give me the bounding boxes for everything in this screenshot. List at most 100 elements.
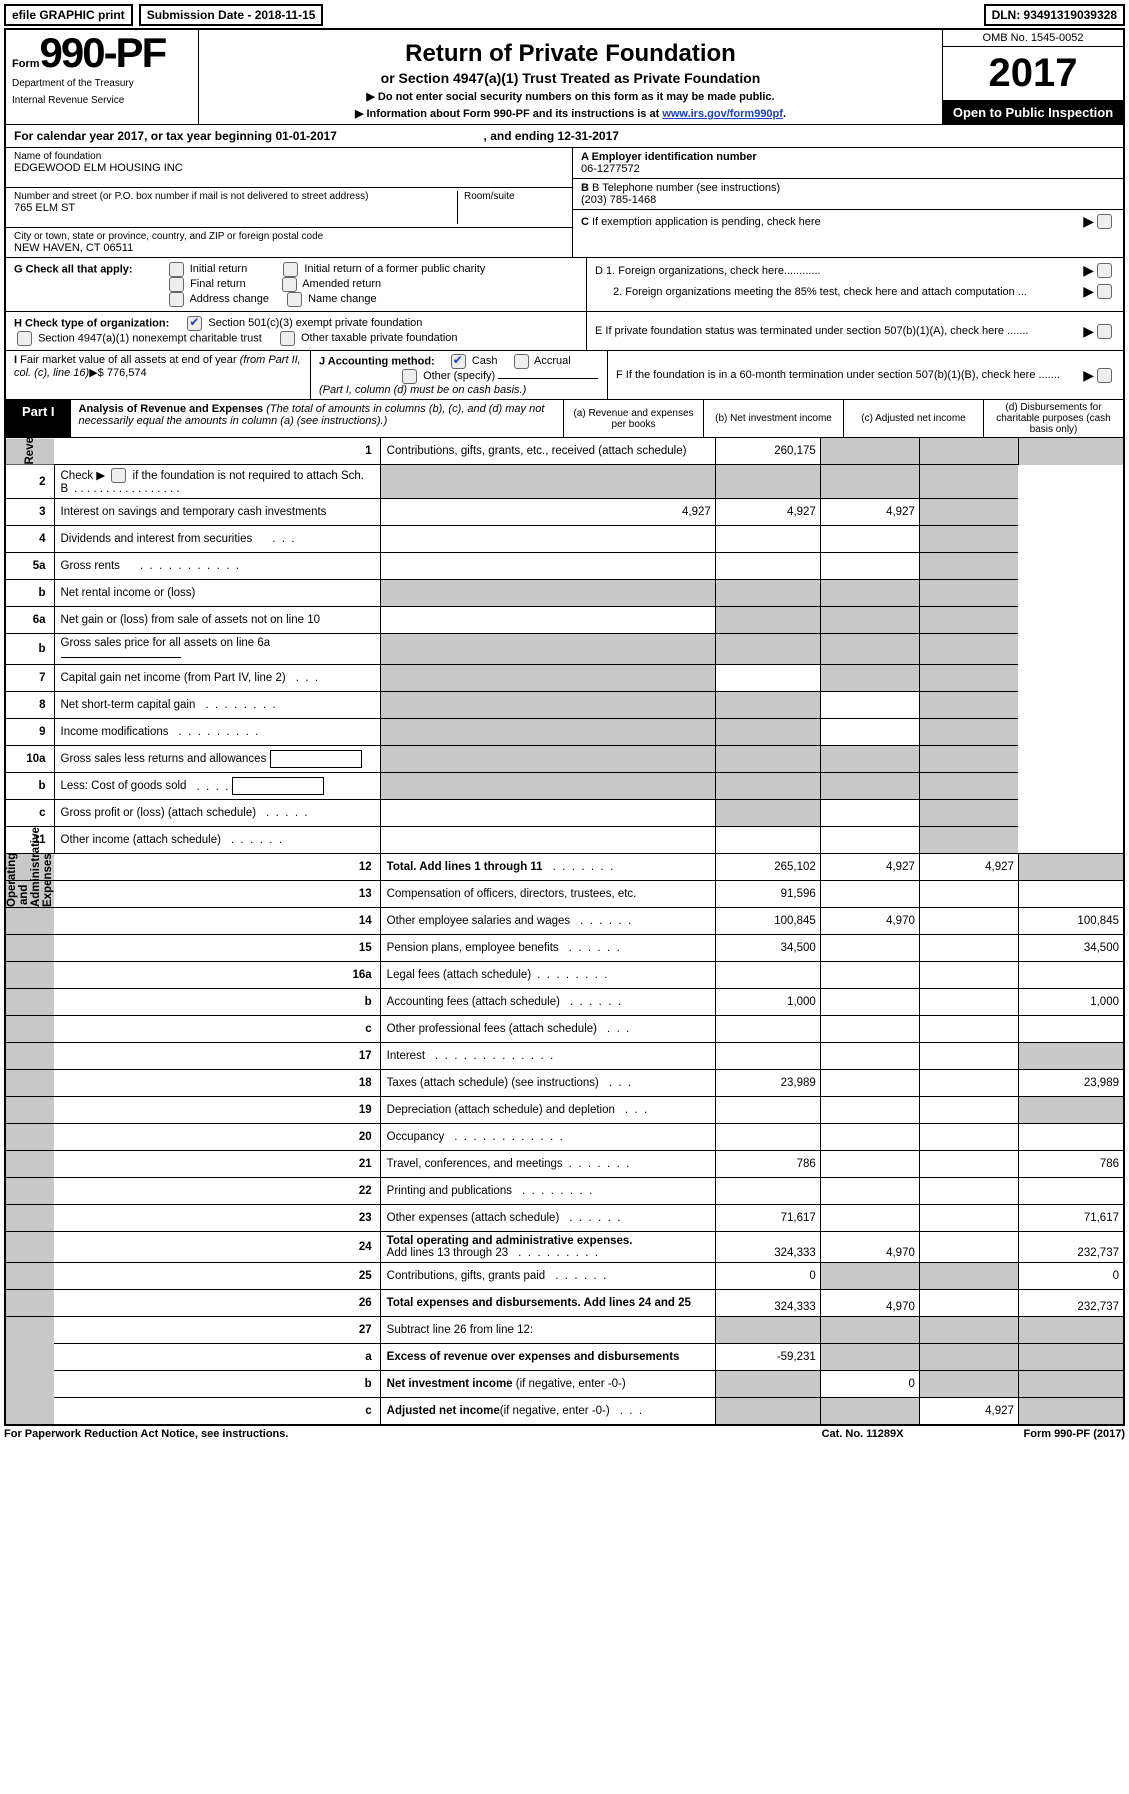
line-num: b [6, 773, 54, 800]
col-d-header: (d) Disbursements for charitable purpose… [983, 400, 1123, 437]
val-c [820, 665, 919, 692]
val-d [919, 580, 1018, 607]
g-opt2: Initial return of a former public charit… [304, 263, 485, 275]
g-initial-checkbox[interactable] [169, 262, 184, 277]
val-b [820, 935, 919, 962]
note2-prefix: ▶ Information about Form 990-PF and its … [355, 108, 662, 120]
val-b [820, 989, 919, 1016]
e-text: E If private foundation status was termi… [595, 325, 1083, 337]
arrow-icon: ▶ [1083, 323, 1094, 340]
arrow-icon: ▶ [1083, 213, 1094, 230]
val-d: 0 [1018, 1263, 1123, 1290]
form-word: Form [12, 58, 40, 70]
line-desc: Net gain or (loss) from sale of assets n… [54, 607, 380, 634]
val-c [919, 438, 1018, 465]
val-a [715, 1178, 820, 1205]
line-num: 14 [54, 908, 380, 935]
val-c [820, 465, 919, 499]
f-checkbox[interactable] [1097, 368, 1112, 383]
line-num: b [54, 989, 380, 1016]
instructions-link[interactable]: www.irs.gov/form990pf [662, 108, 783, 120]
g-section: G Check all that apply: Initial return I… [6, 258, 587, 311]
f-section: F If the foundation is in a 60-month ter… [608, 351, 1123, 399]
g-opt3: Final return [190, 278, 246, 290]
c-checkbox[interactable] [1097, 214, 1112, 229]
j-other-checkbox[interactable] [402, 369, 417, 384]
val-c: 4,927 [919, 1398, 1018, 1425]
h-other-checkbox[interactable] [280, 331, 295, 346]
val-d [919, 553, 1018, 580]
val-c [919, 1178, 1018, 1205]
val-d [919, 465, 1018, 499]
j-accrual: Accrual [534, 355, 571, 367]
val-a [715, 1097, 820, 1124]
schb-checkbox[interactable] [111, 468, 126, 483]
calendar-year-row: For calendar year 2017, or tax year begi… [6, 125, 1123, 148]
footer-right: Form 990-PF (2017) [1024, 1428, 1126, 1440]
d1-checkbox[interactable] [1097, 263, 1112, 278]
g-initial-former-checkbox[interactable] [283, 262, 298, 277]
line-num: 13 [54, 881, 380, 908]
val-b [820, 1070, 919, 1097]
val-a [380, 553, 715, 580]
line-desc: Other income (attach schedule). . . . . … [54, 827, 380, 854]
j-note: (Part I, column (d) must be on cash basi… [319, 384, 526, 396]
line-num: 3 [6, 499, 54, 526]
line-num: 27 [54, 1317, 380, 1344]
ein-value: 06-1277572 [581, 163, 1115, 175]
val-a: 324,333 [715, 1232, 820, 1263]
val-b [715, 607, 820, 634]
line-num: 21 [54, 1151, 380, 1178]
col-c-header: (c) Adjusted net income [843, 400, 983, 437]
h-501c3-checkbox[interactable] [187, 316, 202, 331]
line-desc: Total expenses and disbursements. Add li… [380, 1290, 715, 1317]
val-d [919, 719, 1018, 746]
footer: For Paperwork Reduction Act Notice, see … [4, 1426, 1125, 1442]
g-final-checkbox[interactable] [169, 277, 184, 292]
g-address-checkbox[interactable] [169, 292, 184, 307]
line-desc: Occupancy. . . . . . . . . . . . [380, 1124, 715, 1151]
line-num: 6a [6, 607, 54, 634]
val-b: 4,970 [820, 1290, 919, 1317]
val-a: 0 [715, 1263, 820, 1290]
line-num: 1 [54, 438, 380, 465]
open-to-public: Open to Public Inspection [943, 100, 1123, 124]
form-number: 990-PF [40, 29, 166, 76]
val-b [715, 665, 820, 692]
val-d: 23,989 [1018, 1070, 1123, 1097]
val-d [919, 692, 1018, 719]
val-a [380, 465, 715, 499]
val-d: 100,845 [1018, 908, 1123, 935]
val-a [380, 665, 715, 692]
j-accrual-checkbox[interactable] [514, 354, 529, 369]
phone-label-text: B Telephone number (see instructions) [592, 182, 780, 194]
line-num: 7 [6, 665, 54, 692]
dln-box: DLN: 93491319039328 [984, 4, 1125, 26]
val-d [919, 499, 1018, 526]
g-name-checkbox[interactable] [287, 292, 302, 307]
e-checkbox[interactable] [1097, 324, 1112, 339]
val-b [715, 634, 820, 665]
h-4947-checkbox[interactable] [17, 331, 32, 346]
h-label: H Check type of organization: [14, 317, 169, 329]
g-opt1: Initial return [190, 263, 247, 275]
line-num: 22 [54, 1178, 380, 1205]
val-b [715, 553, 820, 580]
val-b [820, 1124, 919, 1151]
val-a [715, 1043, 820, 1070]
form-subtitle: or Section 4947(a)(1) Trust Treated as P… [205, 70, 936, 86]
line-desc: Less: Cost of goods sold. . . . [54, 773, 380, 800]
val-b [715, 692, 820, 719]
val-b [820, 1178, 919, 1205]
g-amended-checkbox[interactable] [282, 277, 297, 292]
d2-checkbox[interactable] [1097, 284, 1112, 299]
dept-line-2: Internal Revenue Service [12, 95, 192, 106]
j-cash-checkbox[interactable] [451, 354, 466, 369]
val-b [820, 1097, 919, 1124]
val-b [820, 1344, 919, 1371]
val-b [820, 1151, 919, 1178]
val-d [919, 634, 1018, 665]
val-c [820, 692, 919, 719]
val-b: 0 [820, 1371, 919, 1398]
line-num: 26 [54, 1290, 380, 1317]
